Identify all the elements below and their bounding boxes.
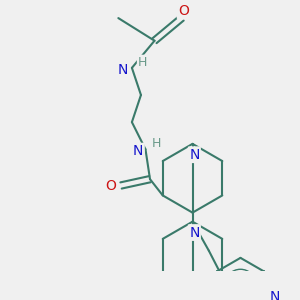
Text: N: N [118,63,128,77]
Text: H: H [138,56,147,69]
Text: N: N [270,290,280,300]
Text: O: O [178,4,189,18]
Text: N: N [133,144,143,158]
Text: H: H [152,137,161,150]
Text: N: N [189,148,200,162]
Text: N: N [189,226,200,239]
Text: O: O [105,179,116,194]
